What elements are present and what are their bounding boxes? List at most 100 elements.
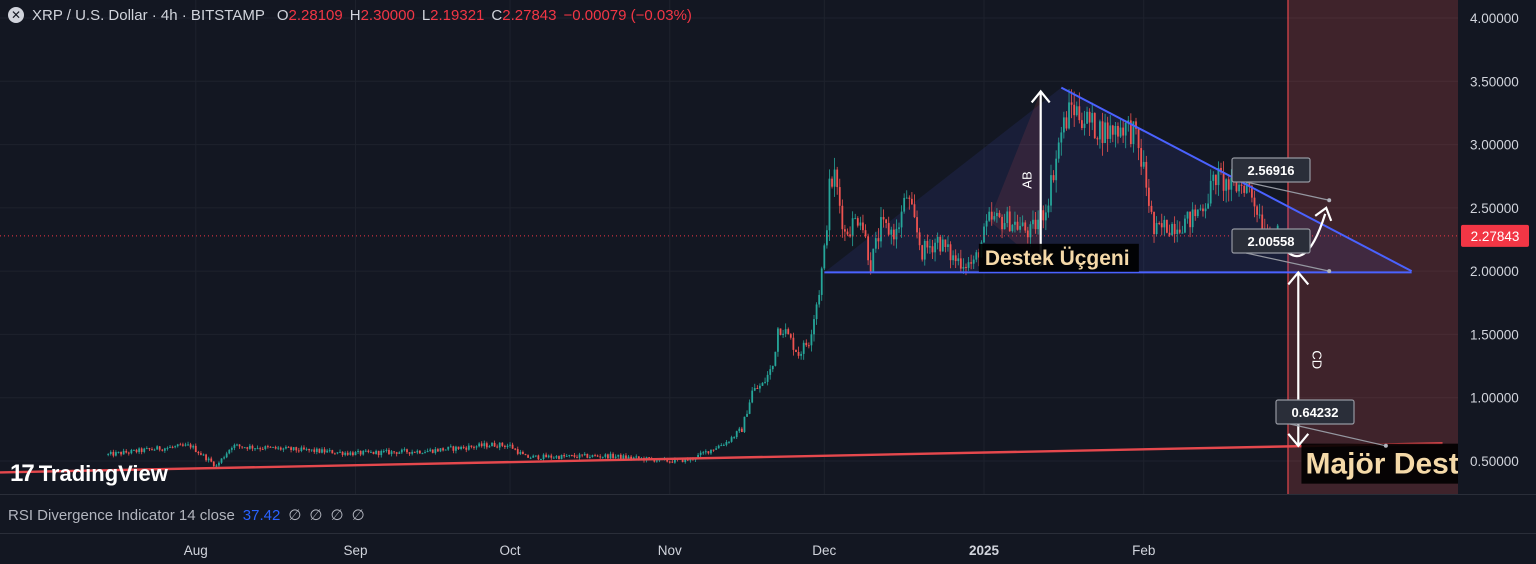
candle-body [1060, 132, 1063, 143]
candle-body [1099, 121, 1101, 140]
target-3-value: 0.64232 [1292, 405, 1339, 420]
candle-body [457, 446, 460, 450]
candle-body [207, 458, 210, 461]
candle-body [354, 452, 357, 456]
price-axis[interactable]: 4.00000 3.50000 3.00000 2.50000 2.00000 1.500… [1458, 0, 1536, 494]
close-label: C [491, 6, 503, 24]
candle-body [115, 452, 117, 456]
y-tick-label: 3.50000 [1470, 74, 1519, 89]
tradingview-logo[interactable]: 17 TradingView [10, 460, 168, 488]
major-support-line[interactable] [0, 442, 1443, 474]
candle-body [318, 448, 321, 453]
current-price-value: 2.27843 [1471, 229, 1520, 244]
candle-body [1124, 122, 1127, 136]
candle-body [1044, 212, 1047, 221]
candle-body [895, 228, 898, 240]
candle-body [297, 450, 300, 452]
candle-body [805, 342, 808, 346]
candle-body [563, 455, 566, 457]
low-value: 2.19321 [430, 6, 485, 24]
candle-body [545, 454, 548, 458]
candle-body [1202, 208, 1204, 212]
candle-body [462, 446, 465, 448]
candle-body [246, 447, 249, 449]
y-tick-label: 2.50000 [1470, 201, 1519, 216]
symbol-title[interactable]: XRP / U.S. Dollar · 4h · BITSTAMP [32, 6, 265, 24]
candle-body [264, 446, 267, 450]
target-callout-3[interactable]: 0.64232 [1275, 399, 1388, 448]
candle-body [1083, 123, 1086, 129]
candle-body [867, 236, 870, 261]
candle-body [818, 294, 821, 305]
target-callout-2[interactable]: 2.00558 [1231, 228, 1332, 274]
candle-body [704, 451, 707, 453]
candle-body [581, 454, 584, 456]
candle-body [815, 304, 818, 320]
candle-body [635, 456, 638, 458]
candle-body [321, 449, 323, 453]
candle-body [828, 178, 831, 231]
candle-body [583, 453, 586, 456]
candle-body [169, 446, 171, 448]
candle-body [1145, 161, 1148, 188]
candle-body [962, 266, 965, 269]
candle-body [323, 449, 326, 453]
candle-body [243, 447, 246, 449]
candle-body [112, 451, 115, 456]
candle-body [1070, 102, 1073, 105]
rsi-marker-4: ∅ [351, 507, 365, 524]
candle-body [859, 222, 862, 226]
candle-body [831, 178, 833, 187]
candle-body [161, 449, 164, 451]
candle-body [395, 452, 398, 454]
candle-body [1158, 222, 1161, 224]
candle-body [637, 456, 640, 459]
candle-body [140, 448, 143, 452]
candle-body [789, 334, 792, 338]
candle-body [743, 416, 746, 432]
candle-body [823, 245, 826, 269]
rsi-indicator-legend[interactable]: RSI Divergence Indicator 14 close 37.42 … [8, 506, 365, 525]
candle-body [434, 449, 437, 453]
candle-body [1050, 175, 1052, 206]
candle-body [1207, 203, 1210, 209]
candle-body [622, 455, 625, 459]
candle-body [403, 449, 406, 451]
candle-body [148, 448, 151, 450]
candle-body [777, 328, 779, 352]
target-callout-1[interactable]: 2.56916 [1231, 157, 1332, 203]
candle-body [887, 223, 890, 235]
candle-body [795, 349, 797, 352]
candle-body [491, 442, 493, 447]
candle-body [359, 450, 362, 455]
candle-body [344, 452, 347, 455]
candle-body [1140, 148, 1143, 167]
candle-body [596, 455, 599, 457]
candle-body [439, 448, 442, 452]
candle-body [444, 449, 447, 451]
candle-body [1217, 167, 1220, 186]
time-axis[interactable]: Aug Sep Oct Nov Dec 2025 Feb [184, 543, 1156, 558]
candle-body [233, 444, 236, 448]
candle-body [375, 450, 377, 454]
candle-body [890, 229, 893, 235]
candle-body [385, 449, 388, 451]
chart-legend-header: ✕ XRP / U.S. Dollar · 4h · BITSTAMP O2.2… [8, 5, 692, 25]
candle-body [565, 455, 568, 457]
y-tick-label: 1.00000 [1470, 391, 1519, 406]
candle-body [1003, 223, 1006, 230]
candle-body [921, 245, 924, 260]
candle-body [1253, 197, 1256, 207]
candle-body [800, 353, 803, 356]
candle-body [841, 205, 844, 230]
candle-body [1256, 206, 1258, 215]
candle-body [333, 453, 336, 455]
candle-body [864, 230, 867, 237]
candle-body [1055, 158, 1058, 181]
candle-body [1026, 230, 1029, 238]
candle-body [313, 449, 316, 452]
candle-body [274, 446, 277, 449]
x-tick-label: Feb [1132, 543, 1155, 558]
candle-body [627, 456, 630, 459]
